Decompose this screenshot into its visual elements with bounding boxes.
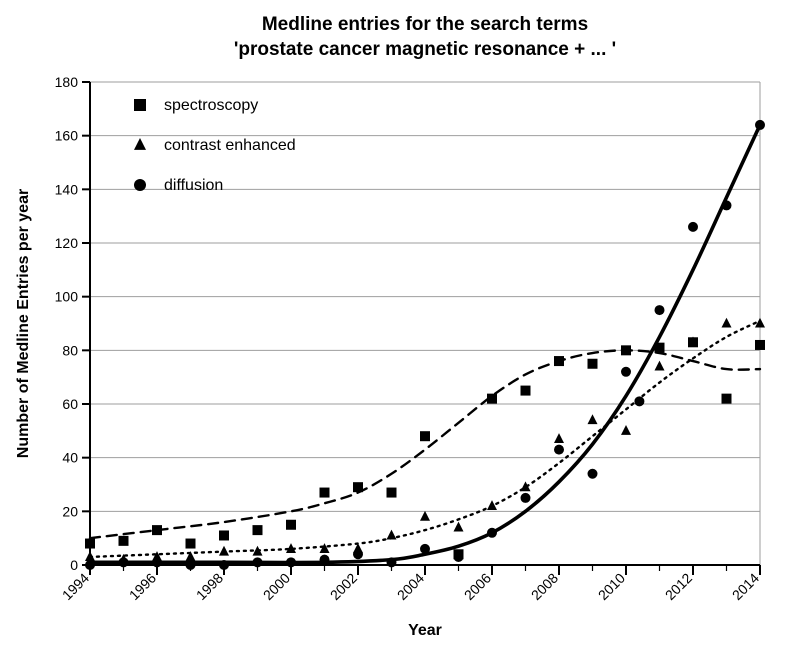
legend-marker-diffusion [134, 179, 146, 191]
marker-spectroscopy [621, 345, 631, 355]
marker-diffusion [588, 469, 598, 479]
curve-spectroscopy [90, 350, 760, 538]
y-tick-label: 120 [55, 235, 79, 251]
gridlines [90, 82, 760, 565]
legend-label-spectroscopy: spectroscopy [164, 97, 258, 114]
marker-spectroscopy [554, 356, 564, 366]
legend-marker-spectroscopy [134, 99, 146, 111]
marker-spectroscopy [85, 539, 95, 549]
marker-diffusion [688, 222, 698, 232]
marker-spectroscopy [320, 488, 330, 498]
legend-marker-contrast-enhanced [134, 138, 146, 150]
x-tick-label: 1998 [193, 570, 226, 603]
y-tick-label: 140 [55, 181, 79, 197]
marker-contrast-enhanced [554, 433, 564, 443]
marker-diffusion [119, 557, 129, 567]
marker-spectroscopy [186, 539, 196, 549]
marker-diffusion [554, 445, 564, 455]
marker-spectroscopy [521, 386, 531, 396]
marker-spectroscopy [588, 359, 598, 369]
x-tick-label: 2010 [595, 570, 628, 603]
y-axis: 0 20 40 60 80 100 120 140 160 180 [55, 74, 90, 573]
marker-diffusion [755, 120, 765, 130]
x-tick-label: 1996 [126, 570, 159, 603]
marker-contrast-enhanced [621, 425, 631, 435]
marker-spectroscopy [353, 482, 363, 492]
x-tick-label: 2004 [394, 570, 427, 603]
marker-diffusion [621, 367, 631, 377]
marker-diffusion [353, 549, 363, 559]
marker-spectroscopy [387, 488, 397, 498]
marker-diffusion [253, 557, 263, 567]
marker-diffusion [487, 528, 497, 538]
y-tick-label: 80 [62, 342, 78, 358]
marker-diffusion [286, 557, 296, 567]
marker-contrast-enhanced [588, 414, 598, 424]
marker-diffusion [320, 555, 330, 565]
marker-spectroscopy [487, 394, 497, 404]
y-tick-label: 0 [70, 557, 78, 573]
marker-spectroscopy [286, 520, 296, 530]
marker-diffusion [420, 544, 430, 554]
x-tick-label: 2006 [461, 570, 494, 603]
marker-diffusion [722, 200, 732, 210]
marker-contrast-enhanced [219, 546, 229, 556]
x-tick-label: 2002 [327, 570, 360, 603]
marker-diffusion [85, 560, 95, 570]
y-axis-label: Number of Medline Entries per year [15, 189, 32, 458]
marker-spectroscopy [219, 530, 229, 540]
x-tick-label: 2008 [528, 570, 561, 603]
legend-label-contrast-enhanced: contrast enhanced [164, 137, 296, 154]
y-tick-label: 180 [55, 74, 79, 90]
marker-contrast-enhanced [655, 361, 665, 371]
marker-spectroscopy [655, 343, 665, 353]
marker-diffusion [655, 305, 665, 315]
x-tick-label: 2000 [260, 570, 293, 603]
marker-spectroscopy [119, 536, 129, 546]
medline-chart: Medline entries for the search terms 'pr… [0, 0, 800, 661]
marker-contrast-enhanced [320, 543, 330, 553]
marker-contrast-enhanced [420, 511, 430, 521]
marker-contrast-enhanced [487, 500, 497, 510]
marker-contrast-enhanced [722, 318, 732, 328]
marker-diffusion [152, 557, 162, 567]
marker-diffusion [219, 560, 229, 570]
marker-spectroscopy [755, 340, 765, 350]
marker-diffusion [454, 552, 464, 562]
y-tick-label: 160 [55, 128, 79, 144]
marker-contrast-enhanced [85, 551, 95, 561]
marker-spectroscopy [253, 525, 263, 535]
marker-contrast-enhanced [387, 530, 397, 540]
marker-diffusion [634, 396, 644, 406]
legend-label-diffusion: diffusion [164, 177, 223, 194]
legend: spectroscopy contrast enhanced diffusion [134, 97, 296, 194]
y-tick-label: 40 [62, 450, 78, 466]
x-tick-label: 2012 [662, 570, 695, 603]
marker-diffusion [186, 560, 196, 570]
marker-contrast-enhanced [454, 522, 464, 532]
marker-diffusion [521, 493, 531, 503]
x-tick-label: 2014 [729, 570, 762, 603]
marker-spectroscopy [420, 431, 430, 441]
chart-title-line2: 'prostate cancer magnetic resonance + ..… [234, 39, 616, 60]
y-tick-label: 100 [55, 289, 79, 305]
y-tick-label: 20 [62, 503, 78, 519]
marker-spectroscopy [722, 394, 732, 404]
x-tick-label: 1994 [59, 570, 92, 603]
marker-spectroscopy [152, 525, 162, 535]
x-axis-label: Year [408, 622, 442, 639]
marker-diffusion [387, 557, 397, 567]
chart-title-line1: Medline entries for the search terms [262, 14, 588, 35]
x-axis: 1994 1996 1998 2000 2002 2004 2006 2008 2010 2012… [59, 565, 762, 603]
y-tick-label: 60 [62, 396, 78, 412]
